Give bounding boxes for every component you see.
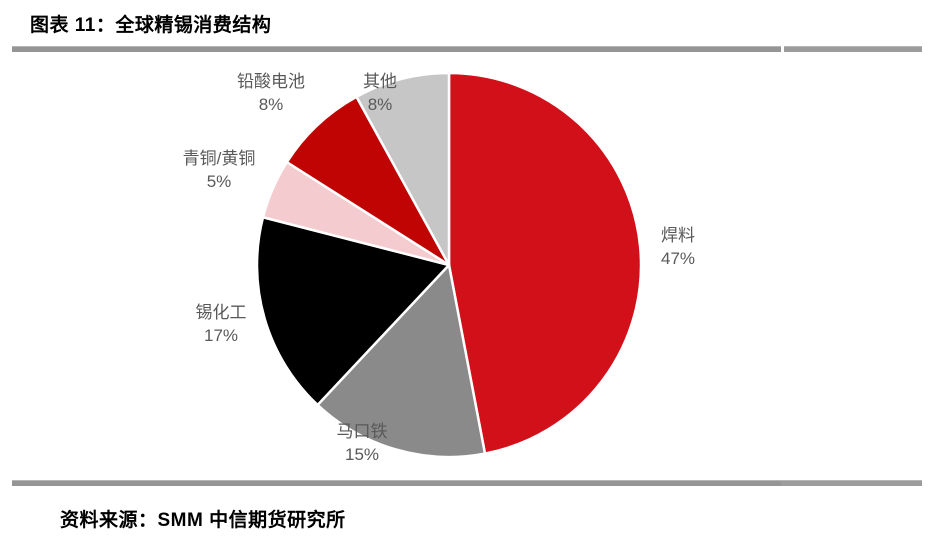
top-divider-segment-right [784, 46, 922, 52]
pie-slice-4 [285, 95, 451, 267]
bottom-divider [12, 480, 922, 486]
figure-title: 图表 11：全球精锡消费结构 [30, 15, 272, 36]
bottom-divider-segment-right [781, 480, 922, 486]
pie-slice-1 [316, 263, 487, 459]
top-divider-segment-left [12, 46, 781, 52]
top-divider-seam [781, 46, 784, 52]
bottom-divider-segment-left [12, 480, 781, 486]
pie-slice-2 [255, 216, 451, 407]
pie-slice-0 [447, 71, 643, 455]
source-note: 资料来源：SMM 中信期货研究所 [60, 510, 346, 531]
top-divider [12, 46, 922, 52]
pie-slice-5 [355, 71, 451, 267]
